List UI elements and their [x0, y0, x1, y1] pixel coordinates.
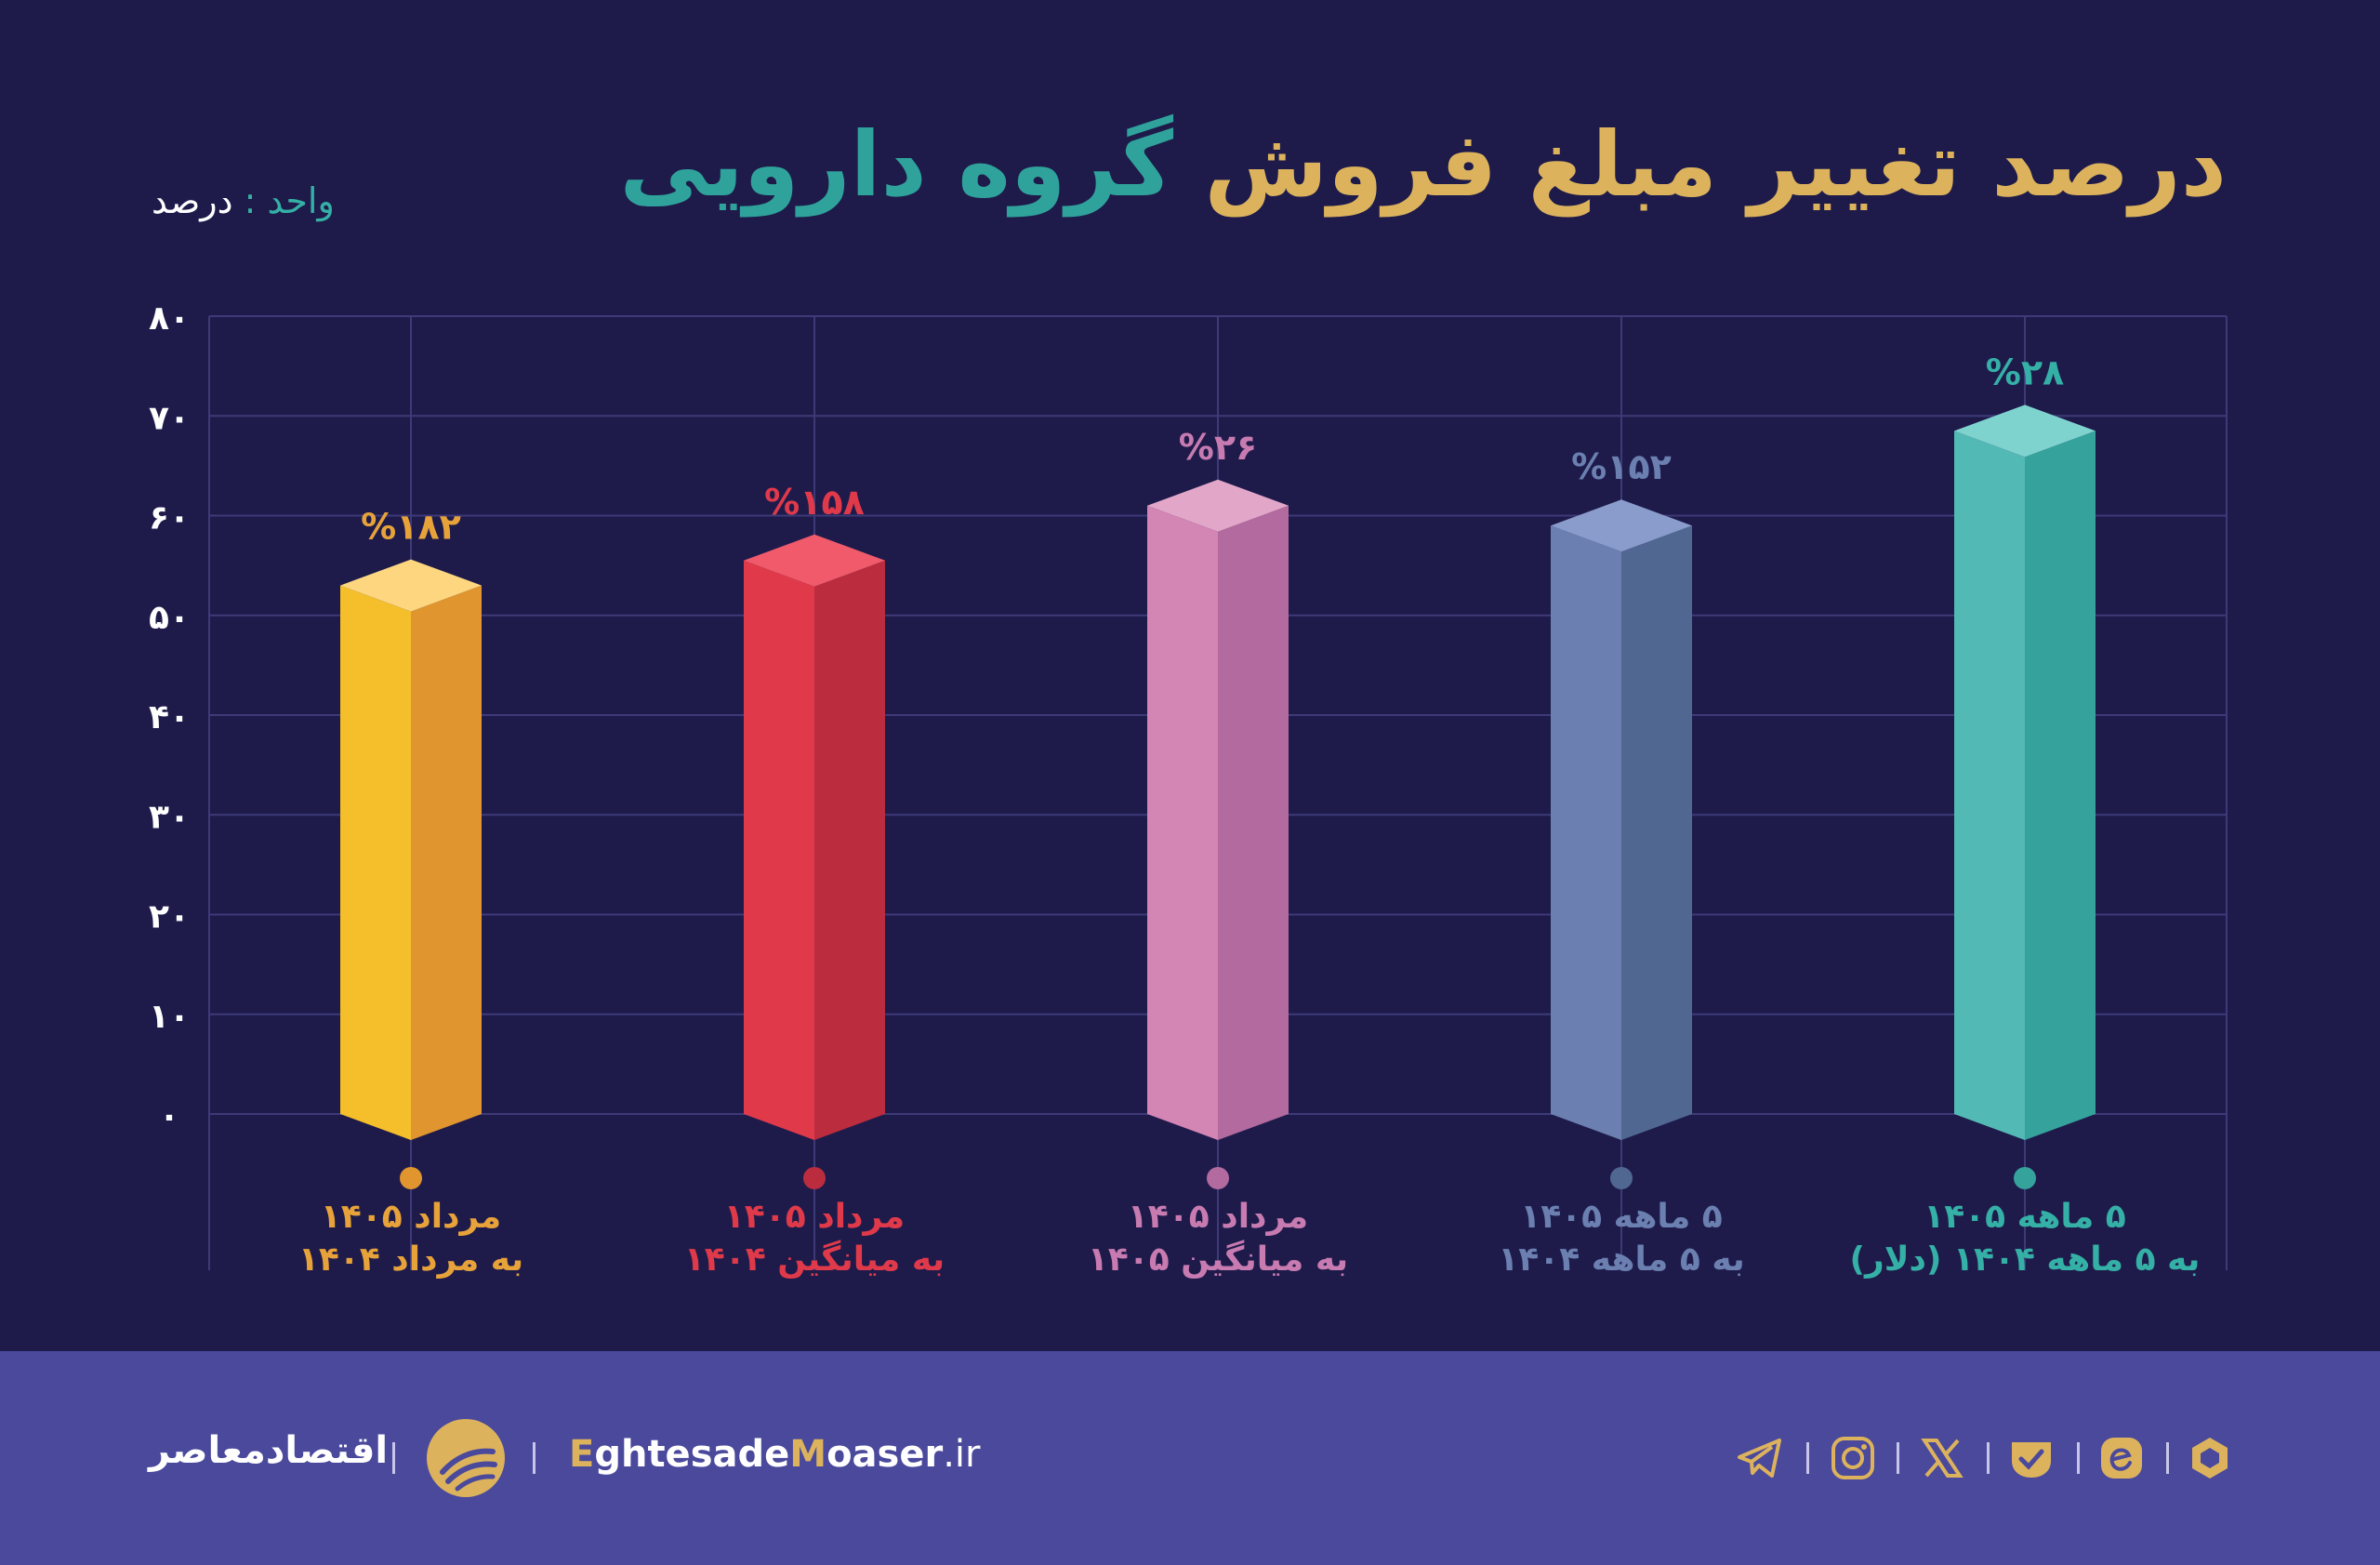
- bar-top-face: [1147, 479, 1289, 532]
- category-dot: [2014, 1167, 2036, 1189]
- y-tick-label: ۳۰: [149, 798, 190, 836]
- site-tld: .ir: [943, 1433, 981, 1476]
- brand-name: اقتصادمعاصر: [149, 1429, 389, 1472]
- unit-note: واحد : درصد: [152, 180, 335, 223]
- category-label-line1: مرداد ۱۴۰۵: [724, 1198, 905, 1236]
- category-label-line1: مرداد ۱۴۰۵: [1128, 1198, 1308, 1236]
- y-tick-label: ۷۰: [149, 399, 190, 437]
- category-label-line2: به میانگین ۱۴۰۵: [1088, 1240, 1348, 1279]
- category-label-line2: به ۵ ماهه ۱۴۰۴: [1498, 1240, 1744, 1279]
- category-label-line2: به ۵ ماهه ۱۴۰۴ (دلار): [1850, 1240, 2201, 1279]
- bar-top-face: [1954, 405, 2096, 458]
- category-dot: [1610, 1167, 1633, 1189]
- bar-value-label: %۲۶: [1179, 427, 1257, 468]
- bar-front-face: [1551, 525, 1621, 1140]
- instagram-icon[interactable]: [1828, 1433, 1878, 1483]
- bar-top-face: [744, 534, 885, 587]
- bar-side-face: [1621, 525, 1692, 1140]
- y-tick-label: ۶۰: [149, 499, 190, 537]
- telegram-icon[interactable]: [1735, 1433, 1785, 1483]
- bar-front-face: [340, 585, 411, 1140]
- y-tick-label: ۰: [159, 1097, 179, 1135]
- site-part-oaser: oaser: [826, 1433, 944, 1476]
- footer-divider: [392, 1442, 395, 1474]
- bar-value-label: %۱۸۲: [361, 507, 461, 548]
- category-label-line1: ۵ ماهه ۱۴۰۵: [1520, 1198, 1723, 1236]
- bar-side-face: [411, 585, 482, 1140]
- unit-value: درصد: [152, 180, 233, 221]
- category-label-line2: به میانگین ۱۴۰۴: [684, 1240, 945, 1279]
- bar-side-face: [814, 560, 885, 1140]
- footer-bar: اقتصادمعاصر EghtesadeMoaser.ir: [0, 1351, 2380, 1565]
- bar-value-label: %۱۵۲: [1571, 446, 1672, 487]
- unit-label: واحد :: [244, 180, 335, 221]
- y-tick-label: ۴۰: [149, 698, 190, 736]
- bar-front-face: [1147, 505, 1218, 1140]
- category-dot: [400, 1167, 422, 1189]
- rubika-icon[interactable]: [2185, 1433, 2235, 1483]
- bar-top-face: [1551, 499, 1692, 552]
- brand-logo-icon: [426, 1418, 506, 1502]
- bar-top-face: [340, 559, 482, 612]
- social-divider: [2077, 1442, 2080, 1474]
- y-tick-label: ۲۰: [149, 898, 190, 936]
- website-link[interactable]: EghtesadeMoaser.ir: [569, 1433, 980, 1476]
- bar-side-face: [2025, 431, 2096, 1140]
- site-part-ghtesade: ghtesade: [594, 1433, 790, 1476]
- x-icon[interactable]: [1917, 1433, 1967, 1483]
- y-tick-label: ۸۰: [149, 299, 190, 338]
- site-letter-m: M: [789, 1433, 827, 1476]
- title-part-2: گروه دارویی: [619, 113, 1174, 217]
- social-divider: [1897, 1442, 1899, 1474]
- y-tick-label: ۵۰: [149, 599, 190, 637]
- category-dot: [1207, 1167, 1229, 1189]
- social-divider: [2166, 1442, 2169, 1474]
- category-label-line1: مرداد ۱۴۰۵: [321, 1198, 501, 1236]
- category-label-line1: ۵ ماهه ۱۴۰۵: [1924, 1198, 2126, 1236]
- eitaa-icon[interactable]: [2006, 1433, 2056, 1483]
- bar-value-label: %۲۸: [1986, 351, 2064, 392]
- category-label-line2: به مرداد ۱۴۰۴: [298, 1240, 523, 1279]
- bar-side-face: [1218, 505, 1289, 1140]
- chart-title: درصد تغییر مبلغ فروش گروه دارویی: [620, 112, 2227, 219]
- e-icon[interactable]: [2096, 1433, 2147, 1483]
- footer-divider: [533, 1442, 536, 1474]
- bar-value-label: %۱۵۸: [764, 482, 865, 523]
- bar-chart: ۰ ۱۰ ۲۰ ۳۰ ۴۰ ۵۰ ۶۰ ۷۰ ۸۰ %۱۸۲ مرداد ۱۴۰۵ به مرداد …: [149, 299, 2228, 1279]
- site-letter-e: E: [569, 1433, 595, 1476]
- bar-front-face: [744, 560, 814, 1140]
- bar-front-face: [1954, 431, 2025, 1140]
- social-divider: [1987, 1442, 1990, 1474]
- social-divider: [1806, 1442, 1809, 1474]
- category-dot: [803, 1167, 826, 1189]
- y-tick-label: ۱۰: [149, 998, 190, 1036]
- title-part-1: درصد تغییر مبلغ فروش: [1204, 113, 2227, 217]
